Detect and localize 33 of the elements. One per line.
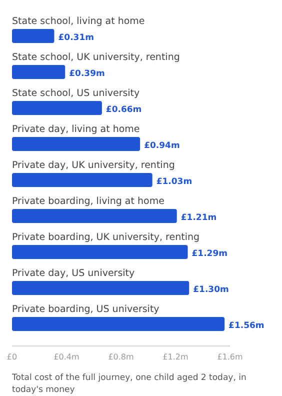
x-axis-title: Total cost of the full journey, one child aged 2 today, in today's money <box>11 373 246 395</box>
y-tick-label: State school, US university <box>12 88 140 99</box>
y-tick-label: Private day, UK university, renting <box>12 160 175 171</box>
y-tick-label: State school, UK university, renting <box>12 52 180 63</box>
y-tick-label: Private boarding, living at home <box>12 196 165 207</box>
bar <box>12 101 102 115</box>
data-label: £1.29m <box>192 249 228 259</box>
data-label: £0.66m <box>106 105 142 115</box>
bar <box>12 245 188 259</box>
bar <box>12 317 225 331</box>
y-tick-label: Private boarding, UK university, renting <box>12 232 200 243</box>
data-label: £0.39m <box>69 69 106 79</box>
bar <box>12 173 152 187</box>
y-tick-label: Private day, US university <box>12 268 136 279</box>
x-tick-label: £0.8m <box>108 352 134 362</box>
x-tick-label: £0.4m <box>54 352 80 362</box>
x-tick-label: £1.2m <box>162 352 189 362</box>
data-label: £1.30m <box>193 285 230 295</box>
y-tick-label: State school, living at home <box>12 16 145 27</box>
bar <box>12 281 190 295</box>
data-label: £0.94m <box>144 141 180 151</box>
data-label: £1.21m <box>180 213 217 223</box>
data-label: £1.56m <box>228 321 264 331</box>
data-label: £1.03m <box>156 177 192 187</box>
bar <box>12 65 66 79</box>
data-label: £0.31m <box>58 33 94 43</box>
bar <box>12 29 54 43</box>
bar <box>12 209 177 223</box>
y-tick-label: Private day, living at home <box>12 124 140 135</box>
bar <box>12 137 140 151</box>
x-tick-label: £0 <box>6 352 18 362</box>
y-tick-label: Private boarding, US university <box>12 304 160 315</box>
x-tick-label: £1.6m <box>217 352 244 362</box>
